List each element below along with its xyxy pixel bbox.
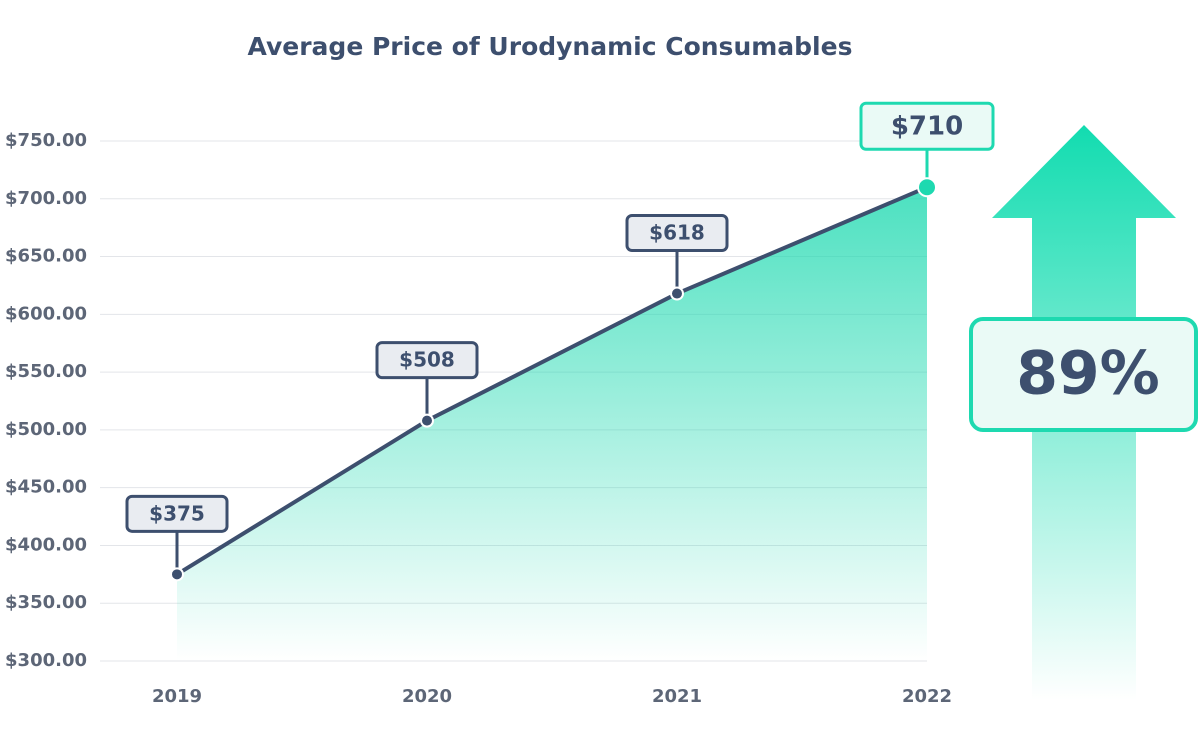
line (175, 185, 929, 577)
x-tick-label: 2022 (902, 686, 952, 707)
point (670, 286, 684, 301)
value-label: $618 (649, 221, 705, 245)
annotation-box (969, 317, 1198, 432)
label-box (625, 214, 729, 253)
label-box (859, 101, 995, 151)
point (170, 567, 184, 582)
y-tick-label: $650.00 (5, 246, 87, 267)
point (420, 413, 434, 428)
value-label: $508 (399, 348, 455, 372)
x-tick-label: 2021 (652, 686, 702, 707)
label-box (375, 341, 479, 380)
point (917, 177, 937, 198)
area (177, 187, 927, 661)
annotation: 89% (1016, 339, 1160, 409)
y-tick-label: $600.00 (5, 303, 87, 324)
x-tick-label: 2019 (152, 686, 202, 707)
y-tick-label: $400.00 (5, 534, 87, 555)
label-box (125, 494, 229, 533)
y-tick-label: $550.00 (5, 361, 87, 382)
y-tick-label: $750.00 (5, 130, 87, 151)
y-tick-label: $450.00 (5, 477, 87, 498)
y-tick-label: $300.00 (5, 650, 87, 671)
y-tick-label: $700.00 (5, 188, 87, 209)
value-label: $375 (149, 501, 205, 525)
value-label: $710 (891, 112, 963, 142)
chart-title: Average Price of Urodynamic Consumables (248, 32, 853, 61)
y-tick-label: $500.00 (5, 419, 87, 440)
x-tick-label: 2020 (402, 686, 452, 707)
y-tick-label: $350.00 (5, 592, 87, 613)
